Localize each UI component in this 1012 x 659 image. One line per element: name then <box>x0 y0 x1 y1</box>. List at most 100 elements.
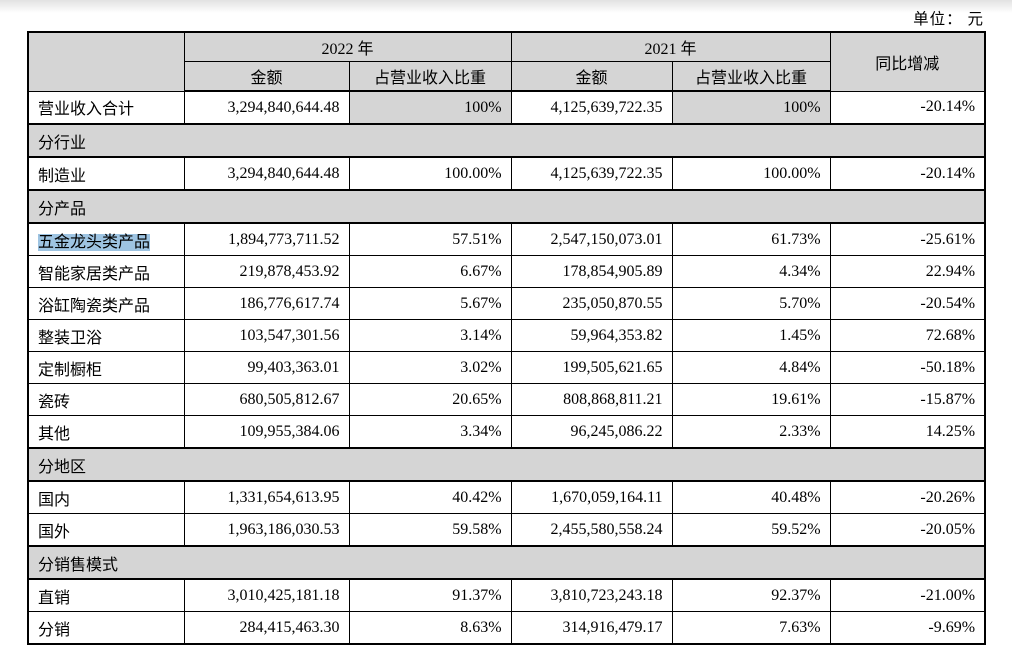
ratio-2021: 7.63% <box>671 611 831 645</box>
ratio-2021: 1.45% <box>671 319 831 352</box>
header-yoy-change: 同比增减 <box>829 31 986 92</box>
table-row: 定制橱柜 99,403,363.01 3.02% 199,505,621.65 4.84… <box>27 351 986 384</box>
unit-label: 单位： 元 <box>913 11 984 28</box>
amount-2021: 1,670,059,164.11 <box>510 480 673 514</box>
ratio-2021: 4.84% <box>671 351 831 384</box>
amount-2021: 3,810,723,243.18 <box>510 578 673 612</box>
amount-2021: 178,854,905.89 <box>510 255 673 288</box>
row-label: 直销 <box>27 578 185 612</box>
table-row: 瓷砖 680,505,812.67 20.65% 808,868,811.21 19.6… <box>27 383 986 416</box>
row-label: 整装卫浴 <box>27 319 185 352</box>
amount-2021: 235,050,870.55 <box>510 287 673 320</box>
ratio-2021: 2.33% <box>671 415 831 449</box>
table-row: 国外 1,963,186,030.53 59.58% 2,455,580,558.24… <box>27 513 986 547</box>
amount-2022: 1,963,186,030.53 <box>183 513 350 547</box>
header-ratio-2021: 占营业收入比重 <box>671 61 831 92</box>
yoy-change: -20.05% <box>829 513 986 547</box>
row-label: 智能家居类产品 <box>27 255 185 288</box>
ratio-2022: 91.37% <box>348 578 512 612</box>
amount-2022: 3,294,840,644.48 <box>183 90 350 125</box>
table-row: 整装卫浴 103,547,301.56 3.14% 59,964,353.82 1.45… <box>27 319 986 352</box>
row-label: 制造业 <box>27 156 185 191</box>
amount-2021: 314,916,479.17 <box>510 611 673 645</box>
table-row: 浴缸陶瓷类产品 186,776,617.74 5.67% 235,050,870.55… <box>27 287 986 320</box>
yoy-change: 14.25% <box>829 415 986 449</box>
amount-2021: 96,245,086.22 <box>510 415 673 449</box>
ratio-2021: 92.37% <box>671 578 831 612</box>
header-row-metrics: 金额 占营业收入比重 金额 占营业收入比重 <box>28 61 985 92</box>
ratio-2021: 5.70% <box>671 287 831 320</box>
amount-2022: 1,331,654,613.95 <box>183 480 350 514</box>
header-row-years: 2022 年 2021 年 同比增减 <box>27 31 986 92</box>
amount-2021: 2,547,150,073.01 <box>510 222 673 256</box>
section-label: 分产品 <box>27 189 986 224</box>
yoy-change: 22.94% <box>829 255 986 288</box>
revenue-breakdown-table: 2022 年 2021 年 同比增减 金额 占营业收入比重 金额 占营业收入比重… <box>27 31 987 645</box>
yoy-change: -20.14% <box>829 156 986 191</box>
ratio-2021: 61.73% <box>671 222 831 256</box>
table-header: 2022 年 2021 年 同比增减 金额 占营业收入比重 金额 占营业收入比重 <box>27 31 986 92</box>
amount-2022: 99,403,363.01 <box>183 351 350 384</box>
amount-2021: 4,125,639,722.35 <box>510 90 673 125</box>
ratio-2022: 6.67% <box>348 255 512 288</box>
row-label: 其他 <box>27 415 185 449</box>
section-row: 分地区 <box>27 447 986 482</box>
table-row: 五金龙头类产品 1,894,773,711.52 57.51% 2,547,150,0… <box>27 222 986 256</box>
ratio-2021: 40.48% <box>671 480 831 514</box>
header-blank-cell <box>27 31 185 92</box>
amount-2022: 109,955,384.06 <box>183 415 350 449</box>
table-row: 其他 109,955,384.06 3.34% 96,245,086.22 2.33% 1… <box>27 415 986 449</box>
ratio-2022: 3.02% <box>348 351 512 384</box>
yoy-change: -21.00% <box>829 578 986 612</box>
amount-2022: 284,415,463.30 <box>183 611 350 645</box>
row-label: 国内 <box>27 480 185 514</box>
row-label: 分销 <box>27 611 185 645</box>
section-label: 分地区 <box>27 447 986 482</box>
row-label: 营业收入合计 <box>27 90 185 125</box>
amount-2022: 3,010,425,181.18 <box>183 578 350 612</box>
selected-text: 五金龙头类产品 <box>38 233 151 251</box>
table-row: 直销 3,010,425,181.18 91.37% 3,810,723,243.18… <box>27 578 986 612</box>
section-label: 分销售模式 <box>27 545 986 580</box>
yoy-change: -9.69% <box>829 611 986 645</box>
row-label: 五金龙头类产品 <box>27 222 185 256</box>
header-amount-2022: 金额 <box>183 61 350 92</box>
header-year-2022: 2022 年 <box>183 31 512 62</box>
table-body: 营业收入合计 3,294,840,644.48 100% 4,125,639,722.… <box>27 90 986 645</box>
amount-2022: 680,505,812.67 <box>183 383 350 416</box>
ratio-2022: 57.51% <box>348 222 512 256</box>
yoy-change: -15.87% <box>829 383 986 416</box>
amount-2022: 103,547,301.56 <box>183 319 350 352</box>
ratio-2022: 5.67% <box>348 287 512 320</box>
section-row: 分行业 <box>27 123 986 158</box>
amount-2022: 3,294,840,644.48 <box>183 156 350 191</box>
ratio-2022: 59.58% <box>348 513 512 547</box>
yoy-change: 72.68% <box>829 319 986 352</box>
ratio-2021: 100.00% <box>671 156 831 191</box>
table-row: 营业收入合计 3,294,840,644.48 100% 4,125,639,722.… <box>27 90 986 125</box>
ratio-2021: 59.52% <box>671 513 831 547</box>
amount-2021: 59,964,353.82 <box>510 319 673 352</box>
header-year-2021: 2021 年 <box>510 31 831 62</box>
row-label: 浴缸陶瓷类产品 <box>27 287 185 320</box>
ratio-2022: 40.42% <box>348 480 512 514</box>
amount-2021: 4,125,639,722.35 <box>510 156 673 191</box>
header-amount-2021: 金额 <box>510 61 673 92</box>
ratio-2021: 100% <box>671 90 831 125</box>
amount-2021: 2,455,580,558.24 <box>510 513 673 547</box>
section-row: 分产品 <box>27 189 986 224</box>
ratio-2022: 3.34% <box>348 415 512 449</box>
yoy-change: -20.14% <box>829 90 986 125</box>
amount-2021: 808,868,811.21 <box>510 383 673 416</box>
table-row: 制造业 3,294,840,644.48 100.00% 4,125,639,722.… <box>27 156 986 191</box>
ratio-2022: 8.63% <box>348 611 512 645</box>
amount-2022: 186,776,617.74 <box>183 287 350 320</box>
header-ratio-2022: 占营业收入比重 <box>348 61 512 92</box>
ratio-2021: 4.34% <box>671 255 831 288</box>
yoy-change: -50.18% <box>829 351 986 384</box>
table-row: 智能家居类产品 219,878,453.92 6.67% 178,854,905.89… <box>27 255 986 288</box>
page-top-shadow <box>0 0 1012 13</box>
row-label: 国外 <box>27 513 185 547</box>
amount-2021: 199,505,621.65 <box>510 351 673 384</box>
ratio-2022: 100% <box>348 90 512 125</box>
